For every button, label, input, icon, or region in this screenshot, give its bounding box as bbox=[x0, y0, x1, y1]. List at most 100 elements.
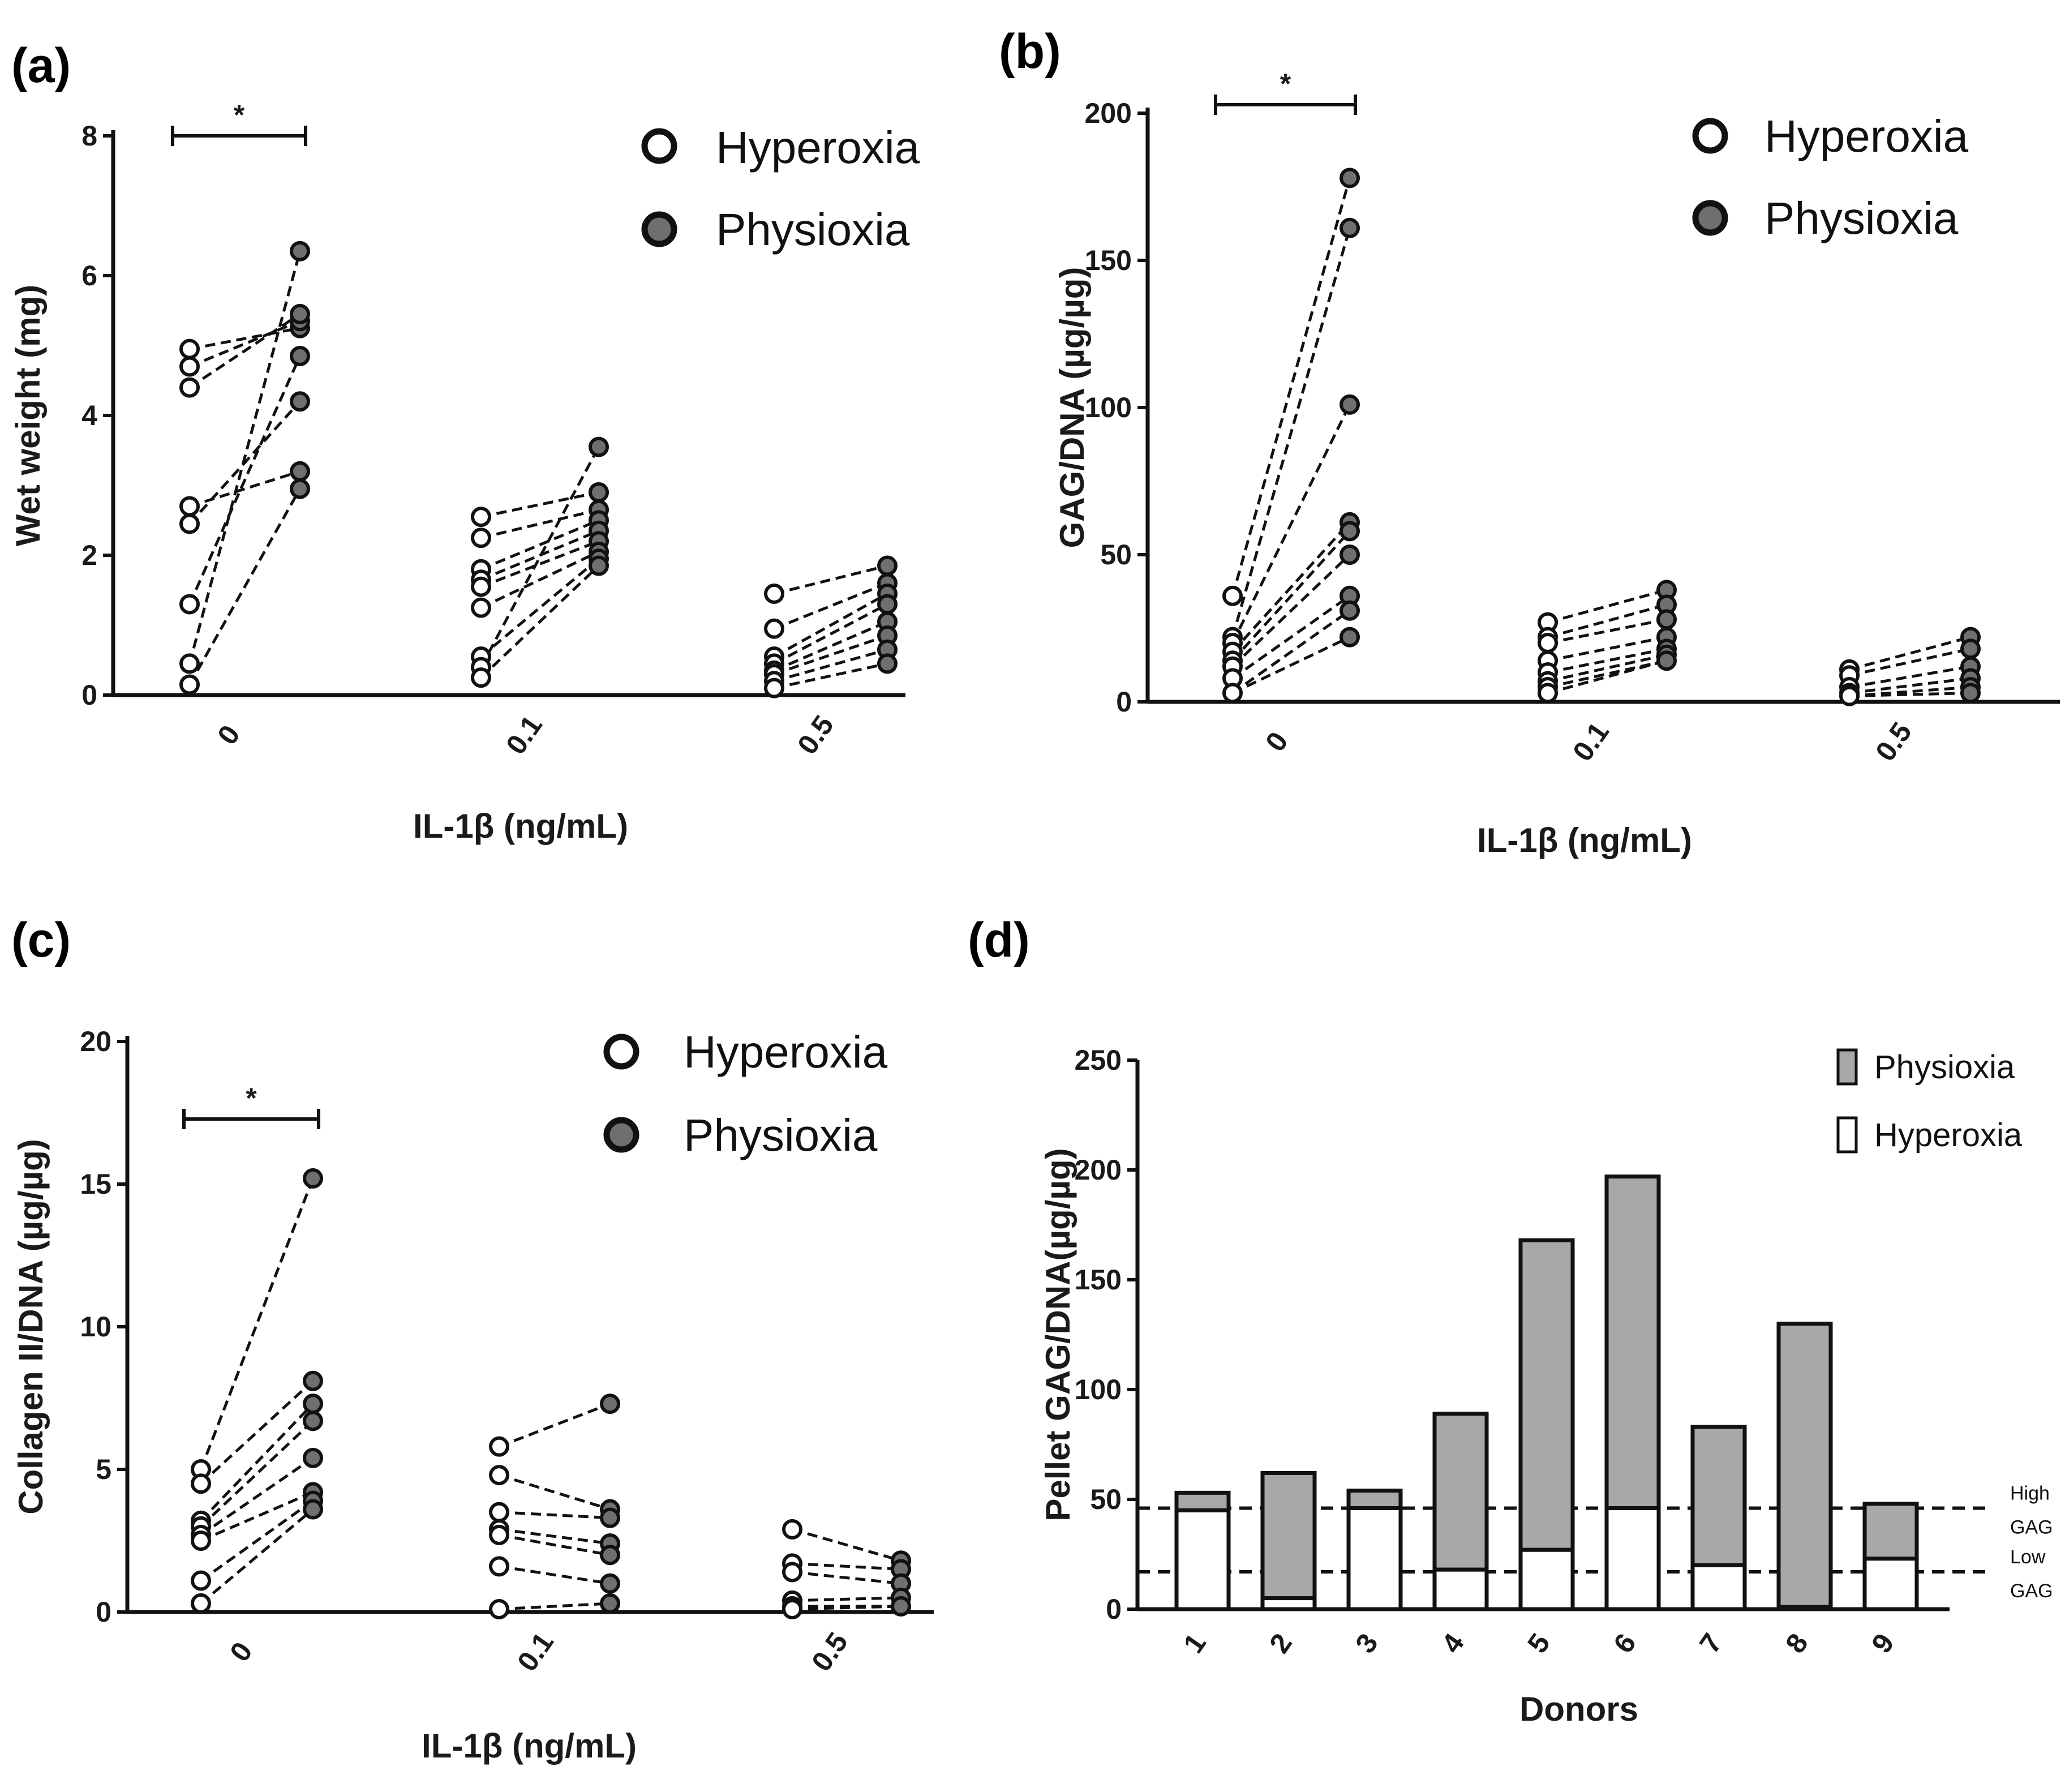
physioxia-bar bbox=[1432, 1412, 1489, 1572]
x-tick-label: 8 bbox=[1779, 1628, 1814, 1659]
x-tick-label: 5 bbox=[1521, 1628, 1556, 1659]
panel-b-label: (b) bbox=[999, 24, 1061, 79]
physioxia-point bbox=[600, 1593, 620, 1614]
pair-line bbox=[792, 1528, 901, 1562]
pair-line bbox=[774, 648, 888, 683]
panel-b-legend: Hyperoxia Physioxia bbox=[1692, 111, 1969, 243]
x-axis-title: Donors bbox=[1519, 1690, 1638, 1728]
legend-physioxia-marker bbox=[603, 1117, 639, 1153]
legend-physioxia-label: Physioxia bbox=[716, 204, 910, 255]
hyperoxia-point bbox=[179, 653, 200, 674]
physioxia-point bbox=[1340, 627, 1360, 648]
pair-line bbox=[189, 470, 300, 508]
physioxia-point bbox=[600, 1507, 620, 1528]
pair-line bbox=[1231, 530, 1351, 662]
pair-line bbox=[774, 564, 888, 595]
y-tick-label: 50 bbox=[1100, 539, 1132, 571]
hyperoxia-point bbox=[179, 356, 200, 377]
y-tick-label: 0 bbox=[96, 1596, 111, 1628]
hyperoxia-bar bbox=[1690, 1563, 1747, 1611]
legend-physioxia-swatch bbox=[1836, 1048, 1858, 1086]
x-tick-label: 9 bbox=[1865, 1628, 1900, 1659]
reference-line-label: GAG bbox=[2010, 1517, 2053, 1538]
x-tick-label: 1 bbox=[1177, 1628, 1212, 1659]
physioxia-bar bbox=[1518, 1238, 1575, 1552]
panel-a: (a) 0 2 4 6 8 Wet weight (mg) IL-1β (ng/mL) 0 0.… bbox=[9, 38, 920, 845]
y-tick-label: 0 bbox=[1116, 686, 1132, 718]
legend-hyperoxia-swatch bbox=[1836, 1116, 1858, 1154]
pair-line bbox=[200, 1508, 314, 1605]
hyperoxia-point bbox=[1538, 633, 1558, 653]
pair-line bbox=[773, 603, 888, 665]
y-tick-label: 250 bbox=[1075, 1044, 1122, 1076]
physioxia-point bbox=[877, 555, 898, 576]
physioxia-point bbox=[891, 1596, 911, 1617]
hyperoxia-bar bbox=[1174, 1508, 1231, 1611]
y-tick-label: 4 bbox=[81, 400, 97, 431]
y-axis-title: GAG/DNA (µg/µg) bbox=[1053, 267, 1091, 548]
physioxia-point bbox=[303, 1499, 323, 1520]
pair-line bbox=[200, 1456, 314, 1536]
y-tick-label: 150 bbox=[1075, 1264, 1122, 1296]
panel-b-plot: 0 50 100 150 200 GAG/DNA (µg/µg) IL-1β (ng/mL)… bbox=[1053, 68, 2060, 859]
x-tick-label: 3 bbox=[1349, 1628, 1384, 1659]
physioxia-point bbox=[303, 1447, 323, 1468]
hyperoxia-point bbox=[489, 1598, 509, 1619]
pair-line bbox=[189, 319, 300, 368]
x-tick-label: 0.5 bbox=[805, 1627, 854, 1677]
panel-c-label: (c) bbox=[11, 913, 71, 967]
panel-d-label: (d) bbox=[968, 913, 1030, 967]
pair-line bbox=[499, 1402, 611, 1448]
physioxia-point bbox=[600, 1573, 620, 1594]
physioxia-bar bbox=[1690, 1425, 1747, 1567]
panel-d-plot: High GAG Low GAG 1 2 3 4 5 6 7 8 9 0 50 100 150 200 250 Pel… bbox=[1039, 1044, 2053, 1728]
physioxia-point bbox=[1340, 394, 1360, 415]
pair-line bbox=[200, 1403, 314, 1522]
physioxia-point bbox=[290, 461, 310, 482]
pair-line bbox=[480, 508, 599, 539]
physioxia-point bbox=[290, 241, 310, 261]
significance-label: * bbox=[1280, 68, 1291, 100]
significance-label: * bbox=[234, 99, 245, 131]
x-axis-title: IL-1β (ng/mL) bbox=[1477, 821, 1692, 859]
y-tick-label: 5 bbox=[96, 1454, 111, 1485]
hyperoxia-point bbox=[191, 1473, 211, 1494]
pair-line bbox=[1547, 659, 1667, 694]
pair-line bbox=[499, 1533, 611, 1557]
panel-c: (c) 0 5 10 15 20 Collagen II/DNA (µg/µg) IL-1β… bbox=[11, 913, 934, 1765]
x-tick-label: 0.1 bbox=[500, 710, 548, 760]
hyperoxia-point bbox=[1222, 585, 1243, 606]
panel-a-plot: 0 2 4 6 8 Wet weight (mg) IL-1β (ng/mL) 0 0.1 0.5… bbox=[9, 99, 905, 845]
physioxia-point bbox=[1340, 168, 1360, 188]
y-axis-title: Wet weight (mg) bbox=[9, 285, 47, 546]
pair-line bbox=[1231, 228, 1351, 638]
hyperoxia-point bbox=[179, 377, 200, 398]
legend-physioxia-marker bbox=[1692, 200, 1728, 236]
physioxia-point bbox=[303, 1370, 323, 1391]
hyperoxia-point bbox=[764, 618, 784, 639]
x-tick-label: 2 bbox=[1263, 1628, 1298, 1659]
hyperoxia-point bbox=[471, 528, 491, 548]
hyperoxia-point bbox=[191, 1593, 211, 1614]
hyperoxia-point bbox=[179, 338, 200, 359]
pair-line bbox=[1231, 594, 1351, 680]
hyperoxia-bar bbox=[1432, 1567, 1489, 1611]
reference-line-label: Low bbox=[2010, 1546, 2046, 1568]
hyperoxia-point bbox=[179, 496, 200, 517]
pair-line bbox=[479, 446, 600, 668]
hyperoxia-point bbox=[191, 1531, 211, 1551]
physioxia-bar bbox=[1260, 1471, 1317, 1601]
physioxia-point bbox=[1340, 217, 1360, 238]
legend-hyperoxia-label: Hyperoxia bbox=[1874, 1117, 2023, 1154]
pair-line bbox=[773, 592, 888, 658]
hyperoxia-point bbox=[471, 507, 491, 528]
pair-line bbox=[1547, 636, 1667, 662]
pair-line bbox=[792, 1570, 901, 1585]
legend-physioxia-label: Physioxia bbox=[684, 1110, 878, 1160]
pair-line bbox=[188, 355, 302, 605]
legend-hyperoxia-marker bbox=[1692, 118, 1728, 154]
pair-line bbox=[1231, 636, 1351, 694]
hyperoxia-point bbox=[764, 583, 784, 604]
panel-b: (b) 0 50 100 150 200 GAG/DNA (µg/µg) IL-1β (ng… bbox=[999, 24, 2060, 859]
pair-line bbox=[1231, 609, 1351, 694]
